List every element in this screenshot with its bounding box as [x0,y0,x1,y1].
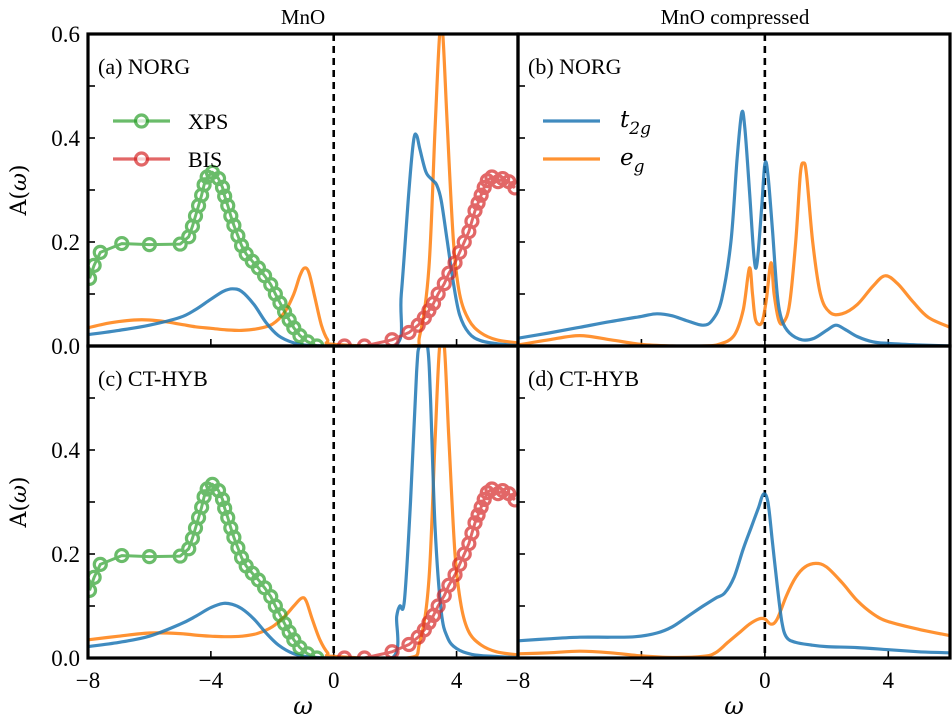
series-eg [88,346,518,658]
series-XPS [88,164,325,346]
x-tick-label: −4 [629,668,654,693]
data-point-XPS [214,179,231,195]
legend-label: t2g [620,107,651,139]
data-point-BIS [507,492,518,508]
series-line-eg [518,161,950,346]
x-tick-label: −4 [199,668,224,693]
y-tick-label: 0.4 [51,126,80,151]
data-point-XPS [196,489,212,505]
legend-label: XPS [188,109,228,134]
y-tick-label: 0.4 [51,438,80,463]
x-tick-label: −8 [76,668,100,693]
y-axis-labels: 0.0 0.2 0.4 0.6 A(ω) 0.0 0.2 0.4 A(ω) [7,22,81,671]
panel-label: (b) NORG [528,54,622,79]
panel-frame [516,344,952,660]
data-point-BIS [470,195,486,211]
legend-item-eg: eg [543,145,645,177]
data-point-XPS [114,235,130,252]
data-point-XPS [141,237,158,253]
series-eg [88,34,518,346]
series-line-eg [88,34,518,346]
data-point-BIS [356,650,373,658]
data-point-BIS [467,515,483,531]
data-point-BIS [470,507,486,523]
column-title-mno-compressed: MnO compressed [661,5,810,29]
x-tick-label: 0 [759,668,771,693]
series-line-t2g [518,109,950,346]
data-point-XPS [92,556,108,573]
y-tick-label: 0.2 [51,542,80,567]
data-point-XPS [309,650,325,658]
legend-item-BIS: BIS [113,147,222,172]
legend-label: eg [620,145,645,177]
data-point-BIS [401,636,417,653]
series-line-eg [88,346,518,658]
column-titles: MnO MnO compressed [281,5,810,29]
panels: (a) NORG XPS BIS (b) NORG t2g eg (c) CT-HYB (d)… [86,32,952,660]
y-tick-label: 0.0 [51,334,80,359]
series-line-t2g [88,346,518,658]
panel-b: (b) NORG t2g eg [516,32,952,348]
legend-marker [133,113,150,129]
legend-label: BIS [188,147,222,172]
series-t2g [518,109,950,346]
y-tick-label: 0.6 [51,22,80,47]
panel-c: (c) CT-HYB [86,344,520,660]
x-axis-label: ω [724,692,744,717]
data-point-BIS [473,499,489,515]
data-point-XPS [114,547,130,564]
data-point-XPS [214,491,231,507]
plot-area [518,492,950,658]
data-point-XPS [141,548,158,565]
series-t2g [88,346,518,658]
panel-label: (d) CT-HYB [528,366,639,391]
series-line-eg [518,561,950,658]
data-point-XPS [92,244,108,260]
data-point-XPS [196,177,212,193]
y-axis-label: A(ω) [7,164,32,216]
data-point-BIS [336,650,353,658]
plot-area [88,34,518,346]
x-tick-label: −8 [506,668,530,693]
panel-frame [86,32,520,348]
series-eg [518,161,950,346]
data-point-BIS [401,324,417,341]
data-point-BIS [467,203,483,219]
plot-area [518,109,950,346]
panel-d: (d) CT-HYB [516,344,952,660]
series-t2g [518,492,950,655]
data-point-BIS [473,187,489,203]
series-BIS [336,481,518,658]
legend-item-t2g: t2g [543,107,651,139]
data-point-XPS [172,236,188,252]
x-tick-label: 0 [328,668,340,693]
data-point-XPS [309,338,325,346]
legend-item-XPS: XPS [113,109,228,134]
legend-marker [133,151,150,167]
panel-label: (a) NORG [98,54,190,79]
y-tick-label: 0.0 [51,646,80,671]
x-axis-labels: −8 −4 0 4 ω −8 −4 0 4 ω [76,668,895,717]
data-point-BIS [507,180,518,196]
series-line-t2g [518,492,950,655]
data-point-BIS [356,338,373,346]
x-tick-label: 4 [883,668,895,693]
panel-label: (c) CT-HYB [98,366,208,391]
column-title-mno: MnO [281,5,325,29]
series-eg [518,561,950,658]
series-BIS [336,169,518,346]
data-point-BIS [336,338,353,346]
data-point-XPS [172,548,188,564]
y-axis-label: A(ω) [7,476,32,528]
y-tick-label: 0.2 [51,230,80,255]
x-tick-label: 4 [451,668,463,693]
x-axis-label: ω [293,692,313,717]
panel-a: (a) NORG XPS BIS [86,32,520,348]
